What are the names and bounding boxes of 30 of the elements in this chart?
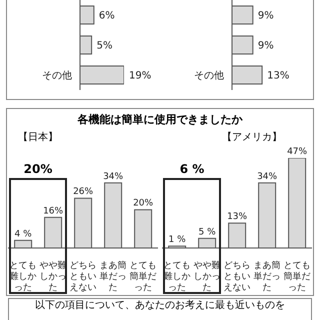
data-label: 9%: [258, 10, 274, 22]
data-label: 4 %: [14, 229, 32, 240]
chart-subtitle: 【アメリカ】: [222, 130, 282, 144]
y-tick-label: その他: [194, 70, 224, 82]
y-tick-label: その他: [42, 70, 72, 82]
x-tick-label: まあ簡単だった: [254, 260, 280, 293]
data-label: 6%: [98, 10, 115, 22]
data-label: 26%: [73, 187, 94, 198]
data-label: 13%: [227, 212, 248, 222]
data-label: 9%: [258, 40, 274, 52]
x-tick-label: まあ簡単だった: [100, 260, 126, 293]
data-label: 1 %: [168, 235, 186, 246]
x-tick-label: とても簡単だった: [284, 261, 310, 293]
x-tick-label: どちらともいえない: [70, 261, 96, 293]
text: 20%: [22, 162, 54, 176]
data-label: 47%: [287, 147, 308, 157]
data-label: 13%: [267, 70, 290, 82]
x-tick-label: どちらともいえない: [224, 261, 250, 293]
data-label: 16%: [43, 206, 64, 216]
data-label: 5 %: [198, 227, 216, 238]
annotation: 6 %: [178, 162, 206, 176]
data-label: 34%: [257, 172, 278, 182]
text: 以下の項目について、あなたのお考えに最も近いものを: [34, 300, 286, 311]
x-tick-label: とても簡単だった: [130, 261, 156, 293]
data-label: 5%: [96, 40, 112, 52]
chart-title: 各機能は簡単に使用できましたか: [76, 112, 244, 127]
data-label: 20%: [133, 198, 154, 209]
chart-subtitle: 【日本】: [18, 130, 58, 144]
data-label: 19%: [129, 70, 152, 82]
data-label: 34%: [103, 172, 124, 182]
